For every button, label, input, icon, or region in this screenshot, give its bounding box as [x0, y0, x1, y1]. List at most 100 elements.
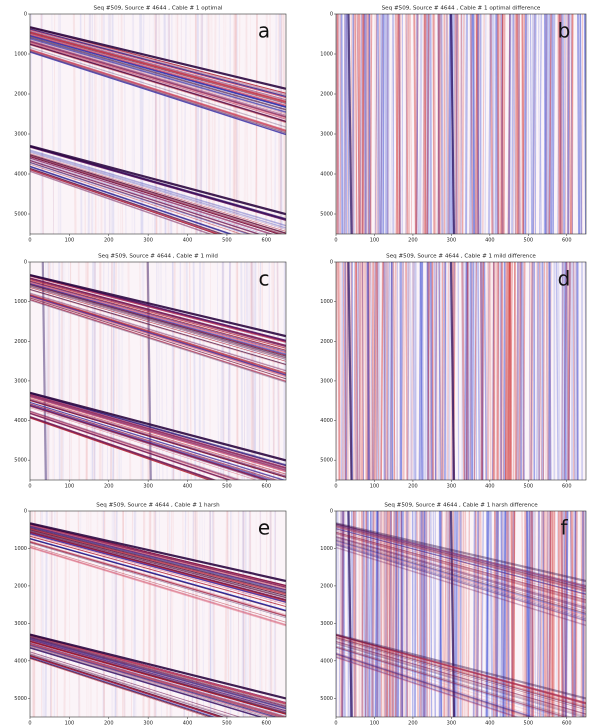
event	[30, 28, 286, 98]
trace	[521, 262, 525, 480]
trace	[466, 262, 469, 480]
trace	[542, 511, 547, 717]
trace	[343, 14, 347, 234]
trace	[502, 511, 506, 717]
trace	[531, 511, 535, 717]
trace	[235, 262, 239, 480]
trace	[255, 14, 258, 234]
trace	[574, 511, 577, 717]
event	[336, 645, 573, 717]
event	[30, 281, 286, 352]
y-tick-label: 1000	[14, 546, 27, 552]
trace	[390, 262, 393, 480]
x-tick-label: 0	[28, 238, 31, 244]
trace	[557, 262, 561, 480]
x-tick-label: 300	[143, 484, 153, 490]
trace	[509, 262, 513, 480]
trace	[422, 14, 425, 234]
trace	[480, 511, 483, 717]
event	[336, 528, 586, 595]
event	[336, 637, 586, 709]
trace	[549, 511, 553, 717]
x-tick-label: 200	[408, 484, 418, 490]
trace	[482, 14, 485, 234]
trace	[418, 14, 423, 234]
event	[336, 526, 586, 592]
event	[30, 529, 286, 597]
trace	[438, 262, 442, 480]
trace	[504, 262, 507, 480]
trace	[497, 262, 500, 480]
trace	[423, 14, 426, 234]
trace	[501, 262, 504, 480]
event	[30, 528, 286, 596]
trace	[573, 262, 576, 480]
trace	[436, 14, 440, 234]
trace	[492, 262, 497, 480]
trace	[361, 511, 364, 717]
x-tick-label: 100	[65, 238, 75, 244]
trace	[572, 511, 576, 717]
trace	[522, 262, 526, 480]
trace	[563, 262, 567, 480]
trace	[560, 511, 564, 717]
trace	[386, 262, 389, 480]
event	[336, 653, 534, 717]
trace	[392, 511, 395, 717]
event	[30, 275, 286, 343]
trace	[517, 14, 520, 234]
trace	[422, 511, 426, 717]
trace	[358, 14, 361, 234]
trace	[509, 262, 513, 480]
trace	[470, 14, 473, 234]
trace	[521, 14, 524, 234]
event	[336, 637, 586, 708]
trace	[507, 262, 511, 480]
trace	[435, 262, 438, 480]
trace	[500, 511, 503, 717]
event	[30, 546, 286, 627]
event	[336, 526, 586, 593]
trace	[526, 511, 530, 717]
event	[30, 392, 286, 467]
trace	[563, 511, 566, 717]
trace	[547, 511, 549, 717]
trace	[339, 511, 342, 717]
trace	[255, 14, 258, 234]
trace	[583, 511, 586, 717]
trace	[464, 14, 468, 234]
event	[30, 534, 286, 605]
trace	[353, 14, 358, 234]
event	[30, 407, 257, 480]
trace	[562, 14, 565, 234]
event	[30, 546, 286, 626]
x-tick-label: 0	[334, 484, 337, 490]
trace	[494, 511, 497, 717]
event	[30, 154, 286, 234]
trace	[575, 262, 578, 480]
image-background	[336, 511, 586, 717]
event	[30, 294, 286, 374]
trace	[518, 14, 520, 234]
trace	[515, 14, 519, 234]
trace	[524, 511, 527, 717]
y-tick-label: 5000	[320, 696, 333, 702]
trace	[505, 262, 508, 480]
event	[30, 49, 286, 131]
x-tick-label: 300	[447, 721, 457, 726]
trace	[476, 14, 480, 234]
trace	[432, 14, 435, 234]
trace	[375, 511, 379, 717]
event	[336, 642, 586, 717]
trace	[449, 511, 456, 717]
event	[336, 543, 586, 620]
trace	[352, 14, 355, 234]
event	[30, 35, 286, 108]
event	[30, 155, 285, 234]
trace	[194, 14, 198, 234]
trace	[563, 14, 567, 234]
trace	[409, 262, 413, 480]
trace	[363, 262, 368, 480]
event	[30, 533, 286, 603]
trace	[211, 14, 214, 234]
